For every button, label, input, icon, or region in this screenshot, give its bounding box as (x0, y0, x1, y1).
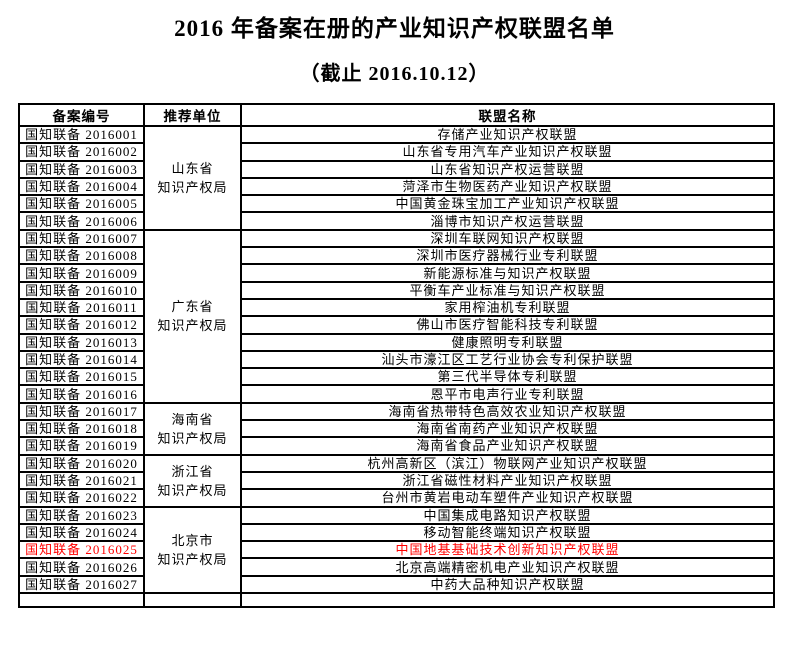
table-row: 国知联备 2016007 广东省 知识产权局 深圳车联网知识产权联盟 (18, 228, 775, 404)
alliance-name-cell: 山东省专用汽车产业知识产权联盟 (240, 142, 775, 162)
registration-id-cell (18, 592, 145, 609)
registration-id-cell: 国知联备 2016017 (18, 401, 145, 422)
registration-id-cell: 国知联备 2016002 (18, 142, 145, 162)
table-row: 国知联备 2016010 平衡车产业标准与知识产权联盟 (18, 280, 775, 300)
recommender-cell: 山东省 知识产权局 (143, 125, 242, 231)
table-row: 国知联备 2016026 北京高端精密机电产业知识产权联盟 (18, 557, 775, 577)
registration-id-cell: 国知联备 2016026 (18, 557, 145, 577)
table-row: 国知联备 2016025 中国地基基础技术创新知识产权联盟 (18, 540, 775, 560)
table-row: 国知联备 2016013 健康照明专利联盟 (18, 332, 775, 352)
registration-id-cell: 国知联备 2016022 (18, 488, 145, 508)
partial-next-row (18, 592, 775, 609)
alliance-name-cell: 健康照明专利联盟 (240, 332, 775, 352)
alliance-name-cell: 新能源标准与知识产权联盟 (240, 263, 775, 283)
registration-id-cell: 国知联备 2016023 (18, 505, 145, 525)
registration-id-cell: 国知联备 2016018 (18, 419, 145, 439)
alliance-table: 备案编号 推荐单位 联盟名称 国知联备 2016001 山东省 知识产权局 存储产业… (18, 103, 775, 609)
alliance-name-cell: 浙江省磁性材料产业知识产权联盟 (240, 470, 775, 491)
table-row: 国知联备 2016017 海南省 知识产权局 海南省热带特色高效农业知识产权联盟 (18, 401, 775, 456)
alliance-name-cell: 中国地基基础技术创新知识产权联盟 (240, 540, 775, 560)
registration-id-cell: 国知联备 2016013 (18, 332, 145, 352)
recommender-cell: 广东省 知识产权局 (143, 228, 242, 404)
recommender-cell (143, 592, 242, 609)
recommender-cell: 北京市 知识产权局 (143, 505, 242, 595)
registration-id-cell: 国知联备 2016001 (18, 124, 145, 145)
registration-id-cell: 国知联备 2016005 (18, 194, 145, 214)
alliance-name-cell: 中国集成电路知识产权联盟 (240, 505, 775, 525)
table-row: 国知联备 2016020 浙江省 知识产权局 杭州高新区（滨江）物联网产业知识产权联… (18, 453, 775, 508)
table-row: 国知联备 2016019 海南省食品产业知识产权联盟 (18, 436, 775, 456)
registration-id-cell: 国知联备 2016016 (18, 384, 145, 404)
alliance-name-cell: 存储产业知识产权联盟 (240, 124, 775, 145)
table-row: 国知联备 2016001 山东省 知识产权局 存储产业知识产权联盟 (18, 124, 775, 231)
table-row: 国知联备 2016023 北京市 知识产权局 中国集成电路知识产权联盟 (18, 505, 775, 595)
alliance-name-cell: 海南省食品产业知识产权联盟 (240, 436, 775, 456)
alliance-name-cell: 北京高端精密机电产业知识产权联盟 (240, 557, 775, 577)
table-row: 国知联备 2016006 淄博市知识产权运营联盟 (18, 211, 775, 231)
registration-id-cell: 国知联备 2016011 (18, 297, 145, 318)
registration-id-cell: 国知联备 2016024 (18, 522, 145, 543)
registration-id-cell: 国知联备 2016015 (18, 367, 145, 387)
recommender-cell: 海南省 知识产权局 (143, 401, 242, 456)
table-row: 国知联备 2016012 佛山市医疗智能科技专利联盟 (18, 315, 775, 335)
registration-id-cell: 国知联备 2016008 (18, 246, 145, 266)
table-row: 国知联备 2016015 第三代半导体专利联盟 (18, 367, 775, 387)
alliance-name-cell: 海南省南药产业知识产权联盟 (240, 419, 775, 439)
registration-id-cell: 国知联备 2016004 (18, 176, 145, 197)
table-row: 国知联备 2016011 家用榨油机专利联盟 (18, 297, 775, 318)
table-row: 国知联备 2016002 山东省专用汽车产业知识产权联盟 (18, 142, 775, 162)
registration-id-cell: 国知联备 2016021 (18, 470, 145, 491)
table-row: 国知联备 2016016 恩平市电声行业专利联盟 (18, 384, 775, 404)
alliance-name-cell: 淄博市知识产权运营联盟 (240, 211, 775, 231)
table-row: 国知联备 2016018 海南省南药产业知识产权联盟 (18, 419, 775, 439)
registration-id-cell: 国知联备 2016012 (18, 315, 145, 335)
header-cell-alliance-name: 联盟名称 (240, 103, 775, 127)
registration-id-cell: 国知联备 2016007 (18, 228, 145, 249)
table-row: 国知联备 2016004 菏泽市生物医药产业知识产权联盟 (18, 176, 775, 197)
alliance-name-cell: 平衡车产业标准与知识产权联盟 (240, 280, 775, 300)
alliance-name-cell: 杭州高新区（滨江）物联网产业知识产权联盟 (240, 453, 775, 473)
alliance-name-cell: 第三代半导体专利联盟 (240, 367, 775, 387)
header-cell-registration-id: 备案编号 (18, 103, 145, 127)
table-row: 国知联备 2016005 中国黄金珠宝加工产业知识产权联盟 (18, 194, 775, 214)
table-row: 国知联备 2016027 中药大品种知识产权联盟 (18, 574, 775, 595)
alliance-name-cell: 海南省热带特色高效农业知识产权联盟 (240, 401, 775, 422)
alliance-name-cell: 深圳市医疗器械行业专利联盟 (240, 246, 775, 266)
alliance-name-cell: 汕头市濠江区工艺行业协会专利保护联盟 (240, 349, 775, 370)
table-row: 国知联备 2016022 台州市黄岩电动车塑件产业知识产权联盟 (18, 488, 775, 508)
registration-id-cell: 国知联备 2016020 (18, 453, 145, 473)
alliance-name-cell: 中国黄金珠宝加工产业知识产权联盟 (240, 194, 775, 214)
table-row: 国知联备 2016024 移动智能终端知识产权联盟 (18, 522, 775, 543)
registration-id-cell: 国知联备 2016025 (18, 540, 145, 560)
table-row: 国知联备 2016008 深圳市医疗器械行业专利联盟 (18, 246, 775, 266)
registration-id-cell: 国知联备 2016027 (18, 574, 145, 595)
alliance-name-cell (240, 592, 775, 609)
table-row: 国知联备 2016021 浙江省磁性材料产业知识产权联盟 (18, 470, 775, 491)
recommender-cell: 浙江省 知识产权局 (143, 453, 242, 508)
page-title: 2016 年备案在册的产业知识产权联盟名单 (174, 16, 615, 41)
registration-id-cell: 国知联备 2016006 (18, 211, 145, 231)
registration-id-cell: 国知联备 2016014 (18, 349, 145, 370)
registration-id-cell: 国知联备 2016019 (18, 436, 145, 456)
registration-id-cell: 国知联备 2016003 (18, 159, 145, 179)
alliance-name-cell: 山东省知识产权运营联盟 (240, 159, 775, 179)
header-cell-recommender: 推荐单位 (143, 103, 242, 127)
table-row: 国知联备 2016003 山东省知识产权运营联盟 (18, 159, 775, 179)
alliance-name-cell: 移动智能终端知识产权联盟 (240, 522, 775, 543)
alliance-name-cell: 台州市黄岩电动车塑件产业知识产权联盟 (240, 488, 775, 508)
alliance-name-cell: 深圳车联网知识产权联盟 (240, 228, 775, 249)
table-row: 国知联备 2016014 汕头市濠江区工艺行业协会专利保护联盟 (18, 349, 775, 370)
registration-id-cell: 国知联备 2016009 (18, 263, 145, 283)
table-header-row: 备案编号 推荐单位 联盟名称 (18, 103, 775, 127)
alliance-table-body: 国知联备 2016001 山东省 知识产权局 存储产业知识产权联盟 国知联备 2016… (18, 124, 775, 609)
alliance-name-cell: 佛山市医疗智能科技专利联盟 (240, 315, 775, 335)
alliance-name-cell: 家用榨油机专利联盟 (240, 297, 775, 318)
alliance-name-cell: 中药大品种知识产权联盟 (240, 574, 775, 595)
page-subtitle: （截止 2016.10.12） (299, 63, 490, 85)
registration-id-cell: 国知联备 2016010 (18, 280, 145, 300)
alliance-name-cell: 恩平市电声行业专利联盟 (240, 384, 775, 404)
alliance-name-cell: 菏泽市生物医药产业知识产权联盟 (240, 176, 775, 197)
table-row: 国知联备 2016009 新能源标准与知识产权联盟 (18, 263, 775, 283)
